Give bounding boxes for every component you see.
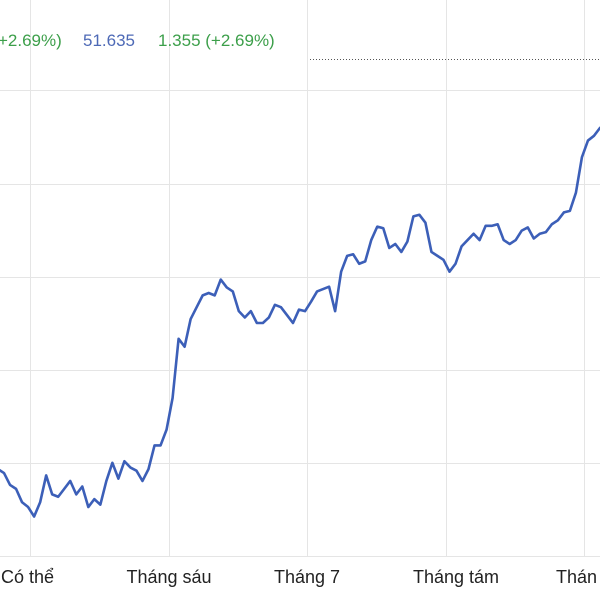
series-line xyxy=(0,126,600,518)
x-tick-label: Tháng 7 xyxy=(274,567,340,587)
current-price: 51.635 xyxy=(83,31,135,50)
x-tick-label: Có thể xyxy=(1,567,54,587)
percent-change-label: +2.69%) xyxy=(0,31,62,50)
x-tick-label: Tháng sáu xyxy=(126,567,211,587)
x-axis-ticks: Có thể Tháng sáu Tháng 7 Tháng tám Thán xyxy=(1,567,597,587)
x-tick-label: Thán xyxy=(556,567,597,587)
price-change-label: 1.355 (+2.69%) xyxy=(158,31,275,50)
grid-layer xyxy=(0,0,600,557)
x-tick-label: Tháng tám xyxy=(413,567,499,587)
